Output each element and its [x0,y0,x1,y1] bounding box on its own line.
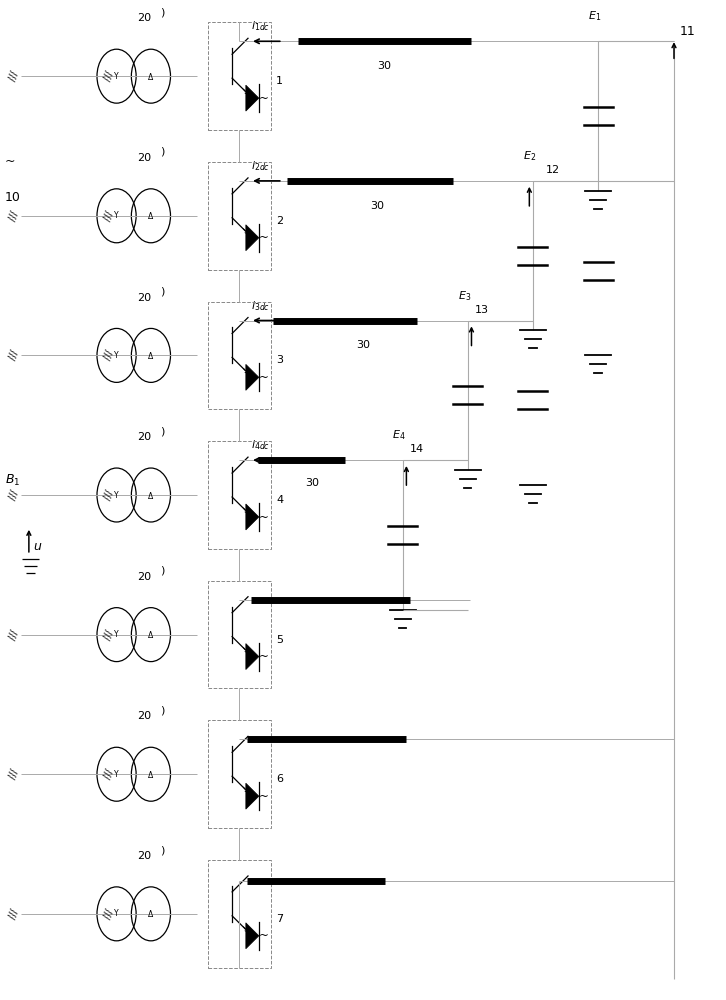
Text: 20: 20 [136,432,151,442]
Text: ///: /// [102,349,115,362]
Text: $u$: $u$ [33,540,43,553]
Text: $\Delta$: $\Delta$ [147,350,155,361]
Text: ///: /// [8,70,21,82]
Polygon shape [246,644,259,670]
Text: 5: 5 [276,635,283,645]
Text: ///: /// [102,768,115,781]
Text: ///: /// [8,628,21,641]
Text: ///: /// [102,70,115,82]
Text: $\Delta$: $\Delta$ [147,490,155,501]
Text: $i_{3dc}$: $i_{3dc}$ [251,299,270,313]
Polygon shape [246,364,259,390]
Text: 20: 20 [136,711,151,721]
Text: 3: 3 [276,355,283,365]
Text: $E_3$: $E_3$ [457,289,471,303]
Text: ///: /// [8,489,21,501]
Text: $i_{2dc}$: $i_{2dc}$ [251,159,270,173]
Text: 30: 30 [305,478,319,488]
Text: 6: 6 [276,774,283,784]
Bar [208,860,271,968]
Text: $E_2$: $E_2$ [523,149,536,163]
Text: 30: 30 [370,201,384,211]
Text: ~: ~ [4,154,15,167]
Text: $\Delta$: $\Delta$ [147,629,155,640]
Text: ~: ~ [259,650,269,663]
Text: ///: /// [102,908,115,920]
Bar [208,162,271,270]
Bar [208,581,271,688]
Text: ): ) [160,845,165,855]
Polygon shape [246,923,259,949]
Text: Y: Y [114,909,119,918]
Polygon shape [246,783,259,809]
Text: Y: Y [114,770,119,779]
Text: ~: ~ [259,92,269,105]
Text: ///: /// [8,768,21,781]
Text: 13: 13 [475,305,489,315]
Text: ~: ~ [259,371,269,384]
Text: $\Delta$: $\Delta$ [147,71,155,82]
Text: ): ) [160,7,165,17]
Polygon shape [246,225,259,251]
Text: 1: 1 [276,76,283,86]
Text: ): ) [160,147,165,157]
Text: ///: /// [8,349,21,362]
Text: ///: /// [102,628,115,641]
Text: 4: 4 [276,495,283,505]
Text: ): ) [160,566,165,576]
Bar [208,720,271,828]
Text: $\Delta$: $\Delta$ [147,769,155,780]
Text: Y: Y [114,72,119,81]
Polygon shape [246,85,259,111]
Text: ~: ~ [259,510,269,523]
Text: $\Delta$: $\Delta$ [147,908,155,919]
Text: Y: Y [114,351,119,360]
Text: ): ) [160,287,165,297]
Bar [208,302,271,409]
Text: ~: ~ [259,790,269,803]
Text: ///: /// [8,210,21,222]
Text: Y: Y [114,491,119,500]
Text: 11: 11 [680,25,696,38]
Text: 20: 20 [136,851,151,861]
Text: 20: 20 [136,572,151,582]
Bar [208,22,271,130]
Text: 20: 20 [136,153,151,163]
Text: 10: 10 [4,191,20,204]
Text: 30: 30 [356,340,370,350]
Text: $B_1$: $B_1$ [5,473,20,488]
Text: 2: 2 [276,216,283,226]
Text: 30: 30 [378,61,391,71]
Text: Y: Y [114,630,119,639]
Text: $i_{1dc}$: $i_{1dc}$ [251,20,270,33]
Text: ///: /// [102,210,115,222]
Text: ): ) [160,426,165,436]
Text: $E_4$: $E_4$ [392,428,406,442]
Text: $E_1$: $E_1$ [588,10,601,23]
Text: 20: 20 [136,293,151,303]
Text: Y: Y [114,211,119,220]
Bar [208,441,271,549]
Polygon shape [246,504,259,530]
Text: 20: 20 [136,13,151,23]
Text: ~: ~ [259,929,269,942]
Text: 14: 14 [410,444,424,454]
Text: $\Delta$: $\Delta$ [147,210,155,221]
Text: 12: 12 [546,165,560,175]
Text: $i_{4dc}$: $i_{4dc}$ [251,438,270,452]
Text: ~: ~ [259,231,269,244]
Text: ///: /// [102,489,115,501]
Text: 7: 7 [276,914,283,924]
Text: ///: /// [8,908,21,920]
Text: ): ) [160,705,165,715]
